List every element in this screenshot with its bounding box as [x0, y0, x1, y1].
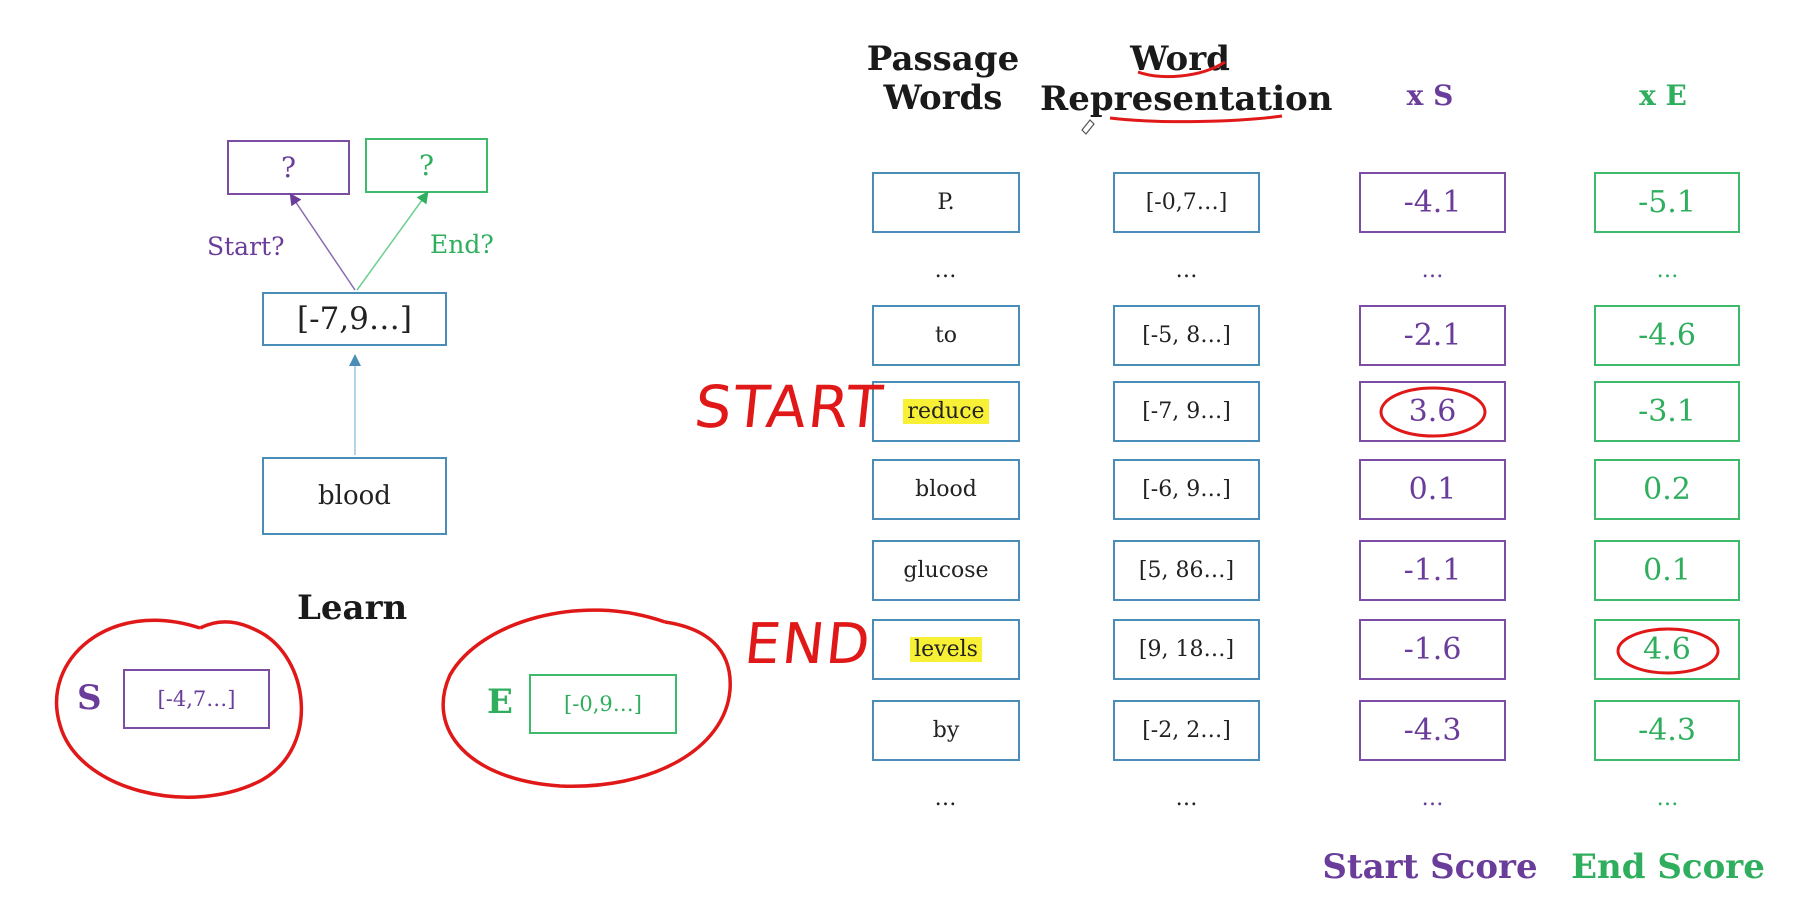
passage-word-cell: levels [872, 619, 1020, 680]
start-score-text: -1.1 [1403, 553, 1462, 588]
ellipsis-0-1: … [1175, 258, 1199, 283]
end-score-cell: -3.1 [1594, 381, 1740, 442]
header-xe: x E [1639, 79, 1687, 112]
start-score-text: 0.1 [1408, 472, 1457, 507]
word-representation-cell: [-6, 9…] [1113, 459, 1260, 520]
passage-word-cell: reduce [872, 381, 1020, 442]
passage-word-cell: blood [872, 459, 1020, 520]
passage-word-cell: P. [872, 172, 1020, 233]
start-score-cell: -4.1 [1359, 172, 1506, 233]
end-label: End? [430, 230, 494, 259]
word-representation-text: [-0,7…] [1145, 190, 1228, 215]
input-word-box: blood [262, 457, 447, 535]
passage-word-cell: to [872, 305, 1020, 366]
end-score-cell: -4.6 [1594, 305, 1740, 366]
start-score-cell: 0.1 [1359, 459, 1506, 520]
passage-word-text: levels [910, 637, 982, 662]
underline-word [1137, 60, 1226, 79]
header-word-repr-bottom: Representation [1040, 79, 1333, 119]
s-vector-value: [-4,7…] [157, 687, 236, 711]
ellipsis-1-0: … [934, 786, 958, 811]
word-representation-text: [9, 18…] [1138, 637, 1235, 662]
learn-label: Learn [297, 588, 408, 628]
header-word-repr-top: Word [1130, 39, 1230, 79]
header-passage-words-text: Passage Words [866, 39, 1020, 119]
start-score-text: -1.6 [1403, 632, 1462, 667]
start-score-text: -4.1 [1403, 185, 1462, 220]
passage-word-cell: glucose [872, 540, 1020, 601]
circle-s [54, 618, 304, 799]
e-vector-box: [-0,9…] [529, 674, 677, 734]
passage-word-text: by [932, 718, 960, 743]
word-representation-cell: [-0,7…] [1113, 172, 1260, 233]
hidden-vector-box: [-7,9…] [262, 292, 447, 346]
end-score-cell: -5.1 [1594, 172, 1740, 233]
end-score-text: -4.6 [1638, 318, 1696, 353]
end-output-value: ? [418, 149, 434, 182]
passage-word-cell: by [872, 700, 1020, 761]
end-score-cell: 0.1 [1594, 540, 1740, 601]
word-representation-text: [-2, 2…] [1142, 718, 1231, 743]
end-score-text: 0.1 [1643, 553, 1691, 588]
word-representation-cell: [-7, 9…] [1113, 381, 1260, 442]
end-score-text: -4.3 [1638, 713, 1696, 748]
end-score-text: 4.6 [1643, 632, 1691, 667]
ellipsis-0-0: … [934, 258, 958, 283]
underline-representation [1109, 114, 1283, 124]
word-representation-text: [-6, 9…] [1142, 477, 1231, 502]
arrow-to-end [356, 191, 429, 291]
word-representation-text: [5, 86…] [1138, 558, 1235, 583]
word-representation-text: [-5, 8…] [1142, 323, 1231, 348]
start-score-cell: -2.1 [1359, 305, 1506, 366]
s-label: S [77, 678, 102, 718]
circle-end-score [1616, 627, 1720, 675]
passage-word-text: reduce [903, 399, 989, 424]
ellipsis-0-2: … [1421, 258, 1445, 283]
circle-e [441, 608, 732, 788]
ellipsis-0-3: … [1656, 258, 1680, 283]
circle-start-score [1379, 386, 1487, 438]
hidden-vector-value: [-7,9…] [297, 301, 412, 337]
header-passage-words: Passage Words [858, 39, 1028, 119]
word-representation-cell: [-5, 8…] [1113, 305, 1260, 366]
e-label: E [487, 682, 513, 722]
s-vector-box: [-4,7…] [123, 669, 270, 729]
start-score-cell: -4.3 [1359, 700, 1506, 761]
start-score-cell: -1.1 [1359, 540, 1506, 601]
start-score-cell: -1.6 [1359, 619, 1506, 680]
word-representation-cell: [-2, 2…] [1113, 700, 1260, 761]
header-xs: x S [1406, 79, 1454, 112]
end-score-text: 0.2 [1643, 472, 1691, 507]
footer-end-score: End Score [1571, 847, 1765, 887]
start-score-cell: 3.6 [1359, 381, 1506, 442]
passage-word-text: glucose [903, 558, 989, 583]
start-score-text: -2.1 [1403, 318, 1462, 353]
start-score-text: -4.3 [1403, 713, 1462, 748]
arrow-to-start [289, 193, 356, 291]
word-representation-text: [-7, 9…] [1142, 399, 1231, 424]
end-score-cell: -4.3 [1594, 700, 1740, 761]
e-vector-value: [-0,9…] [564, 692, 642, 716]
passage-word-text: blood [915, 477, 977, 502]
passage-word-text: to [934, 323, 958, 348]
end-score-text: -3.1 [1638, 394, 1696, 429]
start-output-box: ? [227, 140, 350, 195]
footer-start-score: Start Score [1322, 847, 1538, 887]
ellipsis-1-2: … [1421, 786, 1445, 811]
word-representation-cell: [5, 86…] [1113, 540, 1260, 601]
start-output-value: ? [280, 151, 296, 184]
pen-mark [1081, 119, 1095, 135]
start-label: Start? [207, 232, 285, 261]
passage-word-text: P. [937, 190, 955, 215]
start-score-text: 3.6 [1408, 394, 1457, 429]
word-representation-cell: [9, 18…] [1113, 619, 1260, 680]
ellipsis-1-3: … [1656, 786, 1680, 811]
end-score-text: -5.1 [1638, 185, 1696, 220]
ellipsis-1-1: … [1175, 786, 1199, 811]
end-score-cell: 0.2 [1594, 459, 1740, 520]
input-word-value: blood [318, 481, 391, 511]
